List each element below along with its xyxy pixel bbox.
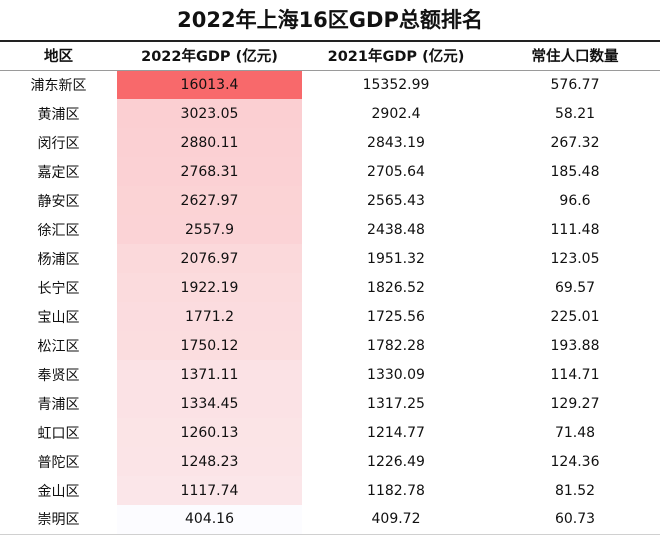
district-cell: 静安区 (37, 193, 80, 210)
table-header-row: 地区 2022年GDP (亿元) 2021年GDP (亿元) 常住人口数量 (0, 40, 660, 71)
table-row: 长宁区 1922.19 1826.52 69.57 (0, 273, 660, 302)
district-cell: 普陀区 (37, 454, 80, 471)
district-cell: 浦东新区 (30, 77, 87, 94)
table-row: 黄浦区 3023.05 2902.4 58.21 (0, 99, 660, 128)
district-cell: 金山区 (37, 483, 80, 500)
population-cell: 60.73 (490, 505, 660, 535)
district-cell: 奉贤区 (37, 367, 80, 384)
gdp-2021-cell: 2565.43 (367, 192, 425, 209)
gdp-ranking-table: 地区 2022年GDP (亿元) 2021年GDP (亿元) 常住人口数量 浦东… (0, 40, 660, 535)
gdp-2022-cell: 1750.12 (117, 331, 302, 360)
district-cell: 虹口区 (37, 425, 80, 442)
gdp-2022-cell: 2557.9 (117, 215, 302, 244)
population-cell: 267.32 (550, 134, 600, 151)
gdp-2022-cell: 1248.23 (117, 447, 302, 476)
population-cell: 71.48 (554, 424, 596, 441)
header-gdp-2021: 2021年GDP (亿元) (302, 40, 490, 71)
gdp-2022-cell: 2076.97 (117, 244, 302, 273)
district-cell: 崇明区 (0, 505, 117, 535)
table-row: 闵行区 2880.11 2843.19 267.32 (0, 128, 660, 157)
gdp-2022-cell: 16013.4 (117, 70, 302, 99)
gdp-2021-cell: 1226.49 (367, 453, 425, 470)
gdp-2021-cell: 1317.25 (367, 395, 425, 412)
population-cell: 185.48 (550, 163, 600, 180)
gdp-2022-cell: 1371.11 (117, 360, 302, 389)
header-district: 地区 (0, 40, 117, 71)
population-cell: 193.88 (550, 337, 600, 354)
district-cell: 宝山区 (37, 309, 80, 326)
table-row: 杨浦区 2076.97 1951.32 123.05 (0, 244, 660, 273)
population-cell: 576.77 (550, 76, 600, 93)
population-cell: 58.21 (554, 105, 596, 122)
district-cell: 杨浦区 (37, 251, 80, 268)
header-population: 常住人口数量 (490, 40, 660, 71)
gdp-2022-cell: 2768.31 (117, 157, 302, 186)
table-row: 崇明区 404.16 409.72 60.73 (0, 505, 660, 535)
gdp-2022-cell: 2627.97 (117, 186, 302, 215)
gdp-2022-cell: 1922.19 (117, 273, 302, 302)
population-cell: 123.05 (550, 250, 600, 267)
table-row: 浦东新区 16013.4 15352.99 576.77 (0, 70, 660, 99)
gdp-2021-cell: 1826.52 (367, 279, 425, 296)
gdp-2021-cell: 2843.19 (367, 134, 425, 151)
population-cell: 69.57 (554, 279, 596, 296)
district-cell: 闵行区 (37, 135, 80, 152)
table-row: 松江区 1750.12 1782.28 193.88 (0, 331, 660, 360)
population-cell: 111.48 (550, 221, 600, 238)
population-cell: 114.71 (550, 366, 600, 383)
population-cell: 81.52 (554, 482, 596, 499)
gdp-2022-cell: 2880.11 (117, 128, 302, 157)
gdp-2021-cell: 409.72 (302, 505, 490, 535)
gdp-2021-cell: 1214.77 (367, 424, 425, 441)
district-cell: 黄浦区 (37, 106, 80, 123)
district-cell: 松江区 (37, 338, 80, 355)
gdp-2021-cell: 1782.28 (367, 337, 425, 354)
gdp-2021-cell: 2902.4 (371, 105, 421, 122)
gdp-2021-cell: 1182.78 (367, 482, 425, 499)
header-gdp-2022: 2022年GDP (亿元) (117, 40, 302, 71)
table-row: 普陀区 1248.23 1226.49 124.36 (0, 447, 660, 476)
gdp-2021-cell: 1330.09 (367, 366, 425, 383)
district-cell: 嘉定区 (37, 164, 80, 181)
table-row: 宝山区 1771.2 1725.56 225.01 (0, 302, 660, 331)
table-row: 奉贤区 1371.11 1330.09 114.71 (0, 360, 660, 389)
gdp-2022-cell: 1117.74 (117, 476, 302, 505)
gdp-2022-cell: 1260.13 (117, 418, 302, 447)
population-cell: 129.27 (550, 395, 600, 412)
table-row: 静安区 2627.97 2565.43 96.6 (0, 186, 660, 215)
table-row: 嘉定区 2768.31 2705.64 185.48 (0, 157, 660, 186)
gdp-2021-cell: 2438.48 (367, 221, 425, 238)
table-row: 徐汇区 2557.9 2438.48 111.48 (0, 215, 660, 244)
table-row: 青浦区 1334.45 1317.25 129.27 (0, 389, 660, 418)
gdp-2022-cell: 1334.45 (117, 389, 302, 418)
gdp-2022-cell: 1771.2 (117, 302, 302, 331)
population-cell: 124.36 (550, 453, 600, 470)
table-row: 金山区 1117.74 1182.78 81.52 (0, 476, 660, 505)
population-cell: 225.01 (550, 308, 600, 325)
gdp-2021-cell: 1951.32 (367, 250, 425, 267)
page-title: 2022年上海16区GDP总额排名 (177, 8, 483, 32)
table-body: 浦东新区 16013.4 15352.99 576.77 黄浦区 3023.05… (0, 70, 660, 535)
district-cell: 长宁区 (37, 280, 80, 297)
gdp-2021-cell: 1725.56 (367, 308, 425, 325)
district-cell: 徐汇区 (37, 222, 80, 239)
population-cell: 96.6 (559, 192, 591, 209)
district-cell: 青浦区 (37, 396, 80, 413)
gdp-2021-cell: 15352.99 (362, 76, 430, 93)
table-row: 虹口区 1260.13 1214.77 71.48 (0, 418, 660, 447)
gdp-2022-cell: 3023.05 (117, 99, 302, 128)
gdp-2022-cell: 404.16 (117, 505, 302, 535)
gdp-2021-cell: 2705.64 (367, 163, 425, 180)
